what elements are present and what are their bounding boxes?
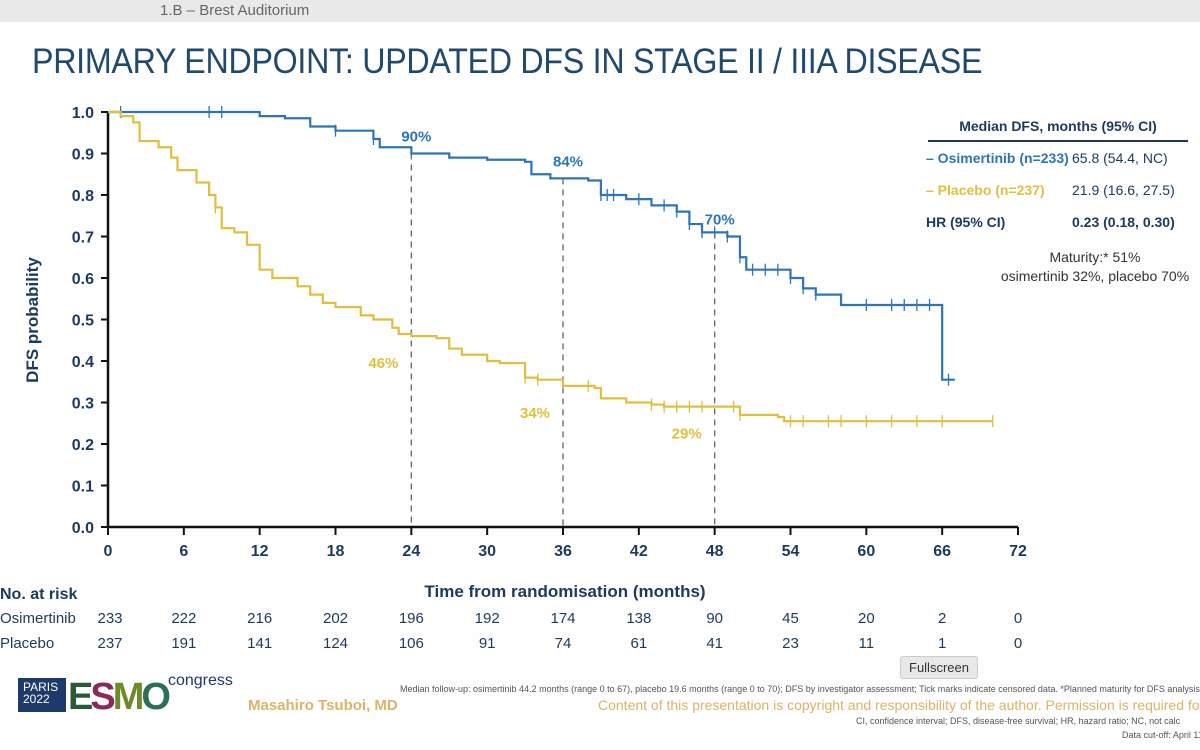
x-axis-label: Time from randomisation (months) [424, 582, 705, 601]
y-tick-label: 0.7 [72, 230, 94, 247]
author: Masahiro Tsuboi, MD [248, 697, 398, 714]
risk-value: 196 [398, 610, 424, 627]
maturity-line: Maturity:* 51% [1049, 249, 1141, 265]
risk-value: 192 [474, 610, 500, 627]
x-tick-label: 48 [706, 543, 724, 560]
x-tick-label: 36 [554, 543, 572, 560]
annotation-label: 70% [705, 212, 735, 229]
annotation-label: 29% [672, 426, 702, 443]
logo-city: PARIS [23, 680, 59, 694]
fullscreen-tooltip[interactable]: Fullscreen [900, 656, 978, 679]
x-tick-label: 30 [478, 543, 496, 560]
y-tick-label: 0.5 [72, 313, 94, 330]
logo-paris: PARIS 2022 [18, 678, 66, 712]
y-tick-label: 0.6 [72, 271, 94, 288]
x-tick-label: 60 [857, 543, 875, 560]
x-tick-label: 18 [327, 543, 345, 560]
risk-value: 138 [626, 610, 652, 627]
copyright-notice: Content of this presentation is copyrigh… [598, 697, 1200, 713]
risk-value: 141 [247, 635, 273, 652]
risk-value: 191 [171, 635, 197, 652]
risk-value: 233 [97, 610, 123, 627]
risk-label-osimertinib: Osimertinib [0, 610, 76, 627]
risk-value: 0 [1013, 610, 1023, 627]
legend-value: 21.9 (16.6, 27.5) [1072, 182, 1175, 198]
maturity-note: Maturity:* 51% osimertinib 32%, placebo … [960, 248, 1200, 286]
risk-value: 45 [782, 610, 799, 627]
risk-value: 23 [782, 635, 799, 652]
risk-value: 74 [554, 635, 572, 652]
x-tick-label: 66 [933, 543, 951, 560]
legend-value: 65.8 (54.4, NC) [1072, 150, 1168, 166]
footnote-followup: Median follow-up: osimertinib 44.2 month… [400, 684, 1200, 694]
risk-table-header: No. at risk [0, 586, 78, 603]
annotation-label: 46% [368, 355, 398, 372]
logo-congress: congress [167, 672, 233, 689]
risk-value: 106 [398, 635, 424, 652]
legend: Median DFS, months (95% CI) – Osimertini… [926, 118, 1200, 238]
risk-value: 222 [171, 610, 197, 627]
y-tick-label: 1.0 [72, 105, 94, 122]
annotation-label: 90% [401, 129, 431, 146]
risk-value: 91 [478, 635, 496, 652]
y-tick-label: 0.4 [72, 354, 94, 371]
legend-label: HR (95% CI) [926, 214, 1006, 230]
legend-label: – Placebo (n=237) [926, 182, 1045, 198]
y-axis-label: DFS probability [23, 257, 42, 383]
room-label: 1.B – Brest Auditorium [160, 2, 310, 19]
risk-value: 216 [247, 610, 273, 627]
legend-header: Median DFS, months (95% CI) [928, 118, 1188, 142]
y-tick-label: 0.2 [72, 437, 94, 454]
esmo-logo: PARIS 2022 ESMO congress [18, 672, 233, 718]
risk-value: 41 [706, 635, 723, 652]
risk-value: 1 [937, 635, 947, 652]
x-tick-label: 12 [251, 543, 269, 560]
x-tick-label: 54 [782, 543, 800, 560]
x-tick-label: 72 [1009, 543, 1027, 560]
annotation-label: 34% [520, 405, 550, 422]
footnote-abbreviations: CI, confidence interval; DFS, disease-fr… [856, 716, 1181, 726]
km-curve-placebo [108, 110, 993, 423]
risk-value: 20 [857, 610, 875, 627]
slide-title: PRIMARY ENDPOINT: UPDATED DFS IN STAGE I… [32, 42, 983, 81]
logo-year: 2022 [23, 692, 50, 706]
risk-value: 237 [97, 635, 123, 652]
risk-value: 124 [322, 635, 349, 652]
legend-row-osimertinib: – Osimertinib (n=233) 65.8 (54.4, NC) [926, 142, 1200, 174]
x-tick-label: 6 [179, 543, 188, 560]
risk-value: 11 [858, 635, 875, 652]
risk-value: 2 [937, 610, 947, 627]
top-bar: 1.B – Brest Auditorium [0, 0, 1200, 22]
risk-value: 174 [550, 610, 576, 627]
risk-label-placebo: Placebo [0, 635, 55, 652]
annotation-label: 84% [553, 153, 583, 170]
x-tick-label: 24 [402, 543, 420, 560]
logo-esmo: ESMO [68, 676, 171, 718]
y-tick-label: 0.8 [72, 188, 94, 205]
legend-value: 0.23 (0.18, 0.30) [1072, 214, 1175, 230]
legend-row-placebo: – Placebo (n=237) 21.9 (16.6, 27.5) [926, 174, 1200, 206]
x-tick-label: 0 [104, 543, 113, 560]
maturity-line: osimertinib 32%, placebo 70% [1000, 268, 1190, 284]
km-curve-osimertinib [108, 110, 955, 381]
legend-label: – Osimertinib (n=233) [926, 150, 1069, 166]
risk-value: 0 [1013, 635, 1023, 652]
risk-value: 202 [322, 610, 349, 627]
y-tick-label: 0.9 [72, 147, 94, 164]
y-tick-label: 0.1 [72, 479, 94, 496]
footnote-cutoff: Data cut-off: April 11 [1122, 730, 1200, 740]
risk-value: 61 [630, 635, 648, 652]
risk-value: 90 [706, 610, 723, 627]
y-tick-label: 0.3 [72, 396, 94, 413]
legend-row-hr: HR (95% CI) 0.23 (0.18, 0.30) [926, 206, 1200, 238]
x-tick-label: 42 [630, 543, 648, 560]
y-tick-label: 0.0 [72, 520, 94, 537]
